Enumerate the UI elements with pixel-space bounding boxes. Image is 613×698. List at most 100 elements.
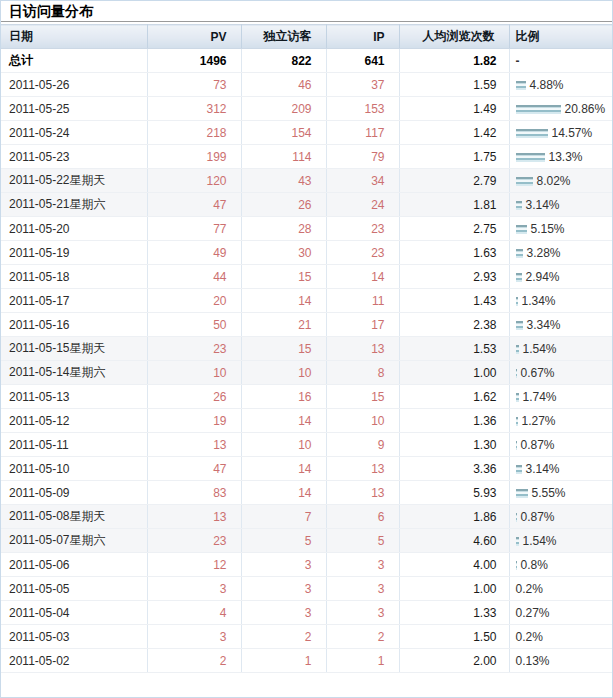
table-row: 2011-05-23199114791.7513.3% (1, 145, 612, 169)
uv-cell: 7 (241, 505, 326, 529)
ratio-bar (516, 225, 527, 234)
avg-cell: 2.79 (399, 169, 509, 193)
ratio-value: 1.74% (523, 390, 557, 404)
avg-cell: 4.60 (399, 529, 509, 553)
avg-cell: 5.93 (399, 481, 509, 505)
ratio-value: 3.14% (526, 462, 560, 476)
date-cell: 2011-05-08星期天 (1, 505, 147, 529)
ratio-bar (516, 177, 533, 186)
ratio-bar (516, 249, 523, 258)
ip-cell: 11 (326, 289, 399, 313)
pv-cell: 120 (147, 169, 241, 193)
date-cell: 2011-05-06 (1, 553, 147, 577)
date-cell: 2011-05-23 (1, 145, 147, 169)
daily-visits-report: 日访问量分布 日期PV独立访客IP人均浏览次数比例 总计14968226411.… (0, 0, 613, 698)
table-row: 2011-05-15星期天2315131.531.54% (1, 337, 612, 361)
date-cell: 2011-05-25 (1, 97, 147, 121)
column-header-date: 日期 (1, 25, 147, 49)
table-row: 2011-05-07星期六23554.601.54% (1, 529, 612, 553)
ratio-bar (516, 81, 526, 90)
ratio-cell: 5.15% (509, 217, 612, 241)
pv-cell: 12 (147, 553, 241, 577)
pv-cell: 73 (147, 73, 241, 97)
avg-cell: 1.33 (399, 601, 509, 625)
ip-cell: 15 (326, 385, 399, 409)
table-row: 2011-05-08星期天13761.860.87% (1, 505, 612, 529)
date-cell: 2011-05-13 (1, 385, 147, 409)
table-row: 2011-05-104714133.363.14% (1, 457, 612, 481)
date-cell: 2011-05-20 (1, 217, 147, 241)
ip-cell: 13 (326, 481, 399, 505)
ratio-value: - (516, 54, 520, 68)
avg-cell: 2.93 (399, 265, 509, 289)
avg-cell: 2.75 (399, 217, 509, 241)
ratio-cell: 5.55% (509, 481, 612, 505)
uv-cell: 14 (241, 457, 326, 481)
ratio-cell: 1.34% (509, 289, 612, 313)
ratio-cell: 3.14% (509, 193, 612, 217)
table-row: 2011-05-242181541171.4214.57% (1, 121, 612, 145)
table-row: 2011-05-0612334.000.8% (1, 553, 612, 577)
ratio-bar (516, 561, 517, 570)
pv-cell: 2 (147, 649, 241, 673)
pv-cell: 20 (147, 289, 241, 313)
ratio-cell: 3.34% (509, 313, 612, 337)
ratio-bar (516, 489, 528, 498)
ratio-value: 20.86% (565, 102, 606, 116)
pv-cell: 218 (147, 121, 241, 145)
date-cell: 2011-05-24 (1, 121, 147, 145)
ratio-cell: 1.27% (509, 409, 612, 433)
ratio-cell: 1.74% (509, 385, 612, 409)
avg-cell: 3.36 (399, 457, 509, 481)
uv-cell: 2 (241, 625, 326, 649)
date-cell: 2011-05-07星期六 (1, 529, 147, 553)
avg-cell: 1.82 (399, 49, 509, 73)
uv-cell: 43 (241, 169, 326, 193)
ratio-value: 0.8% (521, 558, 548, 572)
table-row: 2011-05-172014111.431.34% (1, 289, 612, 313)
uv-cell: 16 (241, 385, 326, 409)
table-row: 2011-05-207728232.755.15% (1, 217, 612, 241)
ip-cell: 8 (326, 361, 399, 385)
table-row: 2011-05-022112.000.13% (1, 649, 612, 673)
date-cell: 2011-05-12 (1, 409, 147, 433)
pv-cell: 19 (147, 409, 241, 433)
ratio-cell: 4.88% (509, 73, 612, 97)
uv-cell: 154 (241, 121, 326, 145)
ratio-value: 3.28% (527, 246, 561, 260)
uv-cell: 209 (241, 97, 326, 121)
ratio-bar (516, 297, 518, 306)
date-cell: 2011-05-09 (1, 481, 147, 505)
ratio-cell: 0.13% (509, 649, 612, 673)
avg-cell: 1.86 (399, 505, 509, 529)
pv-cell: 47 (147, 457, 241, 481)
ip-cell: 17 (326, 313, 399, 337)
ratio-cell: 0.2% (509, 577, 612, 601)
ratio-value: 13.3% (549, 150, 583, 164)
table-row: 2011-05-253122091531.4920.86% (1, 97, 612, 121)
table-row: 2011-05-044331.330.27% (1, 601, 612, 625)
ratio-bar (516, 441, 517, 450)
date-cell: 2011-05-05 (1, 577, 147, 601)
table-row: 2011-05-194930231.633.28% (1, 241, 612, 265)
ratio-value: 0.87% (521, 438, 555, 452)
pv-cell: 1496 (147, 49, 241, 73)
avg-cell: 1.62 (399, 385, 509, 409)
uv-cell: 3 (241, 553, 326, 577)
date-cell: 2011-05-19 (1, 241, 147, 265)
date-cell: 2011-05-14星期六 (1, 361, 147, 385)
ratio-bar (516, 105, 561, 114)
ratio-value: 0.2% (516, 630, 543, 644)
pv-cell: 13 (147, 433, 241, 457)
ratio-bar (516, 537, 519, 546)
uv-cell: 28 (241, 217, 326, 241)
ratio-cell: 0.67% (509, 361, 612, 385)
date-cell: 2011-05-17 (1, 289, 147, 313)
ratio-bar (516, 129, 548, 138)
ratio-bar (516, 417, 518, 426)
uv-cell: 30 (241, 241, 326, 265)
ratio-value: 2.94% (526, 270, 560, 284)
ratio-cell: 0.87% (509, 505, 612, 529)
table-body: 总计14968226411.82-2011-05-267346371.594.8… (1, 49, 612, 673)
ratio-cell: 3.14% (509, 457, 612, 481)
